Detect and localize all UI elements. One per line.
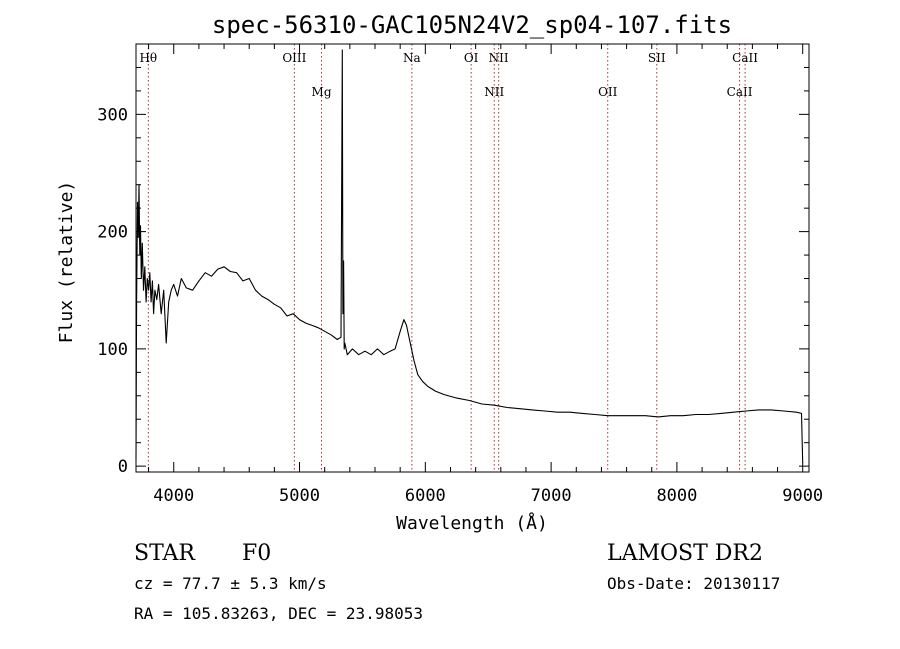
x-tick-label: 6000 bbox=[405, 486, 446, 506]
y-axis-label: Flux (relative) bbox=[56, 181, 77, 344]
spectral-line-label: OII bbox=[598, 85, 618, 99]
spectrum-series-line bbox=[135, 49, 804, 463]
object-class: STAR bbox=[134, 541, 196, 566]
spectral-line-label: CaII bbox=[727, 85, 753, 99]
x-tick-label: 9000 bbox=[782, 486, 823, 506]
observation-date: Obs-Date: 20130117 bbox=[607, 574, 780, 593]
spectral-line-label: OIII bbox=[282, 51, 306, 65]
chart-title: spec-56310-GAC105N24V2_sp04-107.fits bbox=[212, 11, 732, 39]
redshift-cz: cz = 77.7 ± 5.3 km/s bbox=[134, 574, 327, 593]
spectral-line-label: NII bbox=[484, 85, 504, 99]
spectral-line-label: OI bbox=[464, 51, 479, 65]
spectral-line-label: SII bbox=[648, 51, 666, 65]
ra-dec-coordinates: RA = 105.83263, DEC = 23.98053 bbox=[134, 604, 423, 623]
x-tick-label: 4000 bbox=[153, 486, 194, 506]
y-tick-label: 200 bbox=[97, 223, 128, 243]
x-tick-label: 5000 bbox=[279, 486, 320, 506]
spectral-line-label: CaII bbox=[732, 51, 758, 65]
y-tick-label: 0 bbox=[118, 457, 128, 477]
object-subclass: F0 bbox=[242, 541, 271, 566]
survey-name: LAMOST DR2 bbox=[607, 541, 763, 566]
y-tick-label: 100 bbox=[97, 340, 128, 360]
spectral-line-label: Hθ bbox=[139, 51, 157, 65]
x-axis-label: Wavelength (Å) bbox=[396, 512, 548, 534]
spectral-line-markers: Hθ OIII Mg Na OI NII NII OII SII CaII CaII bbox=[139, 44, 758, 472]
spectral-line-label: Mg bbox=[312, 85, 332, 99]
plot-frame bbox=[135, 43, 810, 473]
x-tick-label: 7000 bbox=[531, 486, 572, 506]
axis-ticks: 4000 5000 6000 7000 8000 9000 0 100 200 300 bbox=[97, 43, 823, 506]
spectral-line-label: Na bbox=[403, 51, 421, 65]
x-tick-label: 8000 bbox=[656, 486, 697, 506]
spectral-line-label: NII bbox=[489, 51, 509, 65]
y-tick-label: 300 bbox=[97, 105, 128, 125]
